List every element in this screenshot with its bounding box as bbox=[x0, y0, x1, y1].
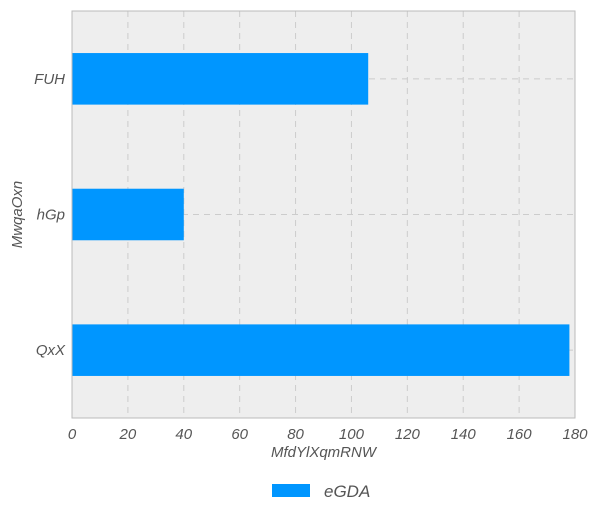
y-tick-label: hGp bbox=[37, 207, 65, 224]
x-tick-label: 160 bbox=[507, 426, 533, 443]
y-tick-label: QxX bbox=[36, 342, 66, 359]
x-axis-ticks: 0 20 40 60 80 100 120 140 160 180 bbox=[68, 426, 588, 443]
bar-hGp bbox=[72, 188, 184, 241]
legend: eGDA bbox=[272, 482, 370, 501]
legend-label: eGDA bbox=[324, 482, 370, 501]
bar-QxX bbox=[72, 324, 570, 376]
y-axis-label: MwqaOxn bbox=[9, 181, 26, 249]
bar-FUH bbox=[72, 53, 369, 105]
x-tick-label: 120 bbox=[395, 426, 421, 443]
plot-border bbox=[71, 10, 576, 419]
x-tick-label: 80 bbox=[287, 426, 304, 443]
x-tick-label: 140 bbox=[451, 426, 477, 443]
x-tick-label: 100 bbox=[339, 426, 365, 443]
x-tick-label: 0 bbox=[68, 426, 77, 443]
y-tick-label: FUH bbox=[34, 71, 65, 88]
x-tick-label: 60 bbox=[231, 426, 248, 443]
x-tick-label: 180 bbox=[562, 426, 588, 443]
legend-swatch bbox=[272, 484, 310, 497]
y-axis-ticks: FUH hGp QxX bbox=[34, 71, 66, 359]
bars bbox=[72, 53, 570, 376]
x-axis-label: MfdYlXqmRNW bbox=[271, 444, 378, 461]
x-tick-label: 20 bbox=[119, 426, 137, 443]
x-tick-label: 40 bbox=[175, 426, 192, 443]
